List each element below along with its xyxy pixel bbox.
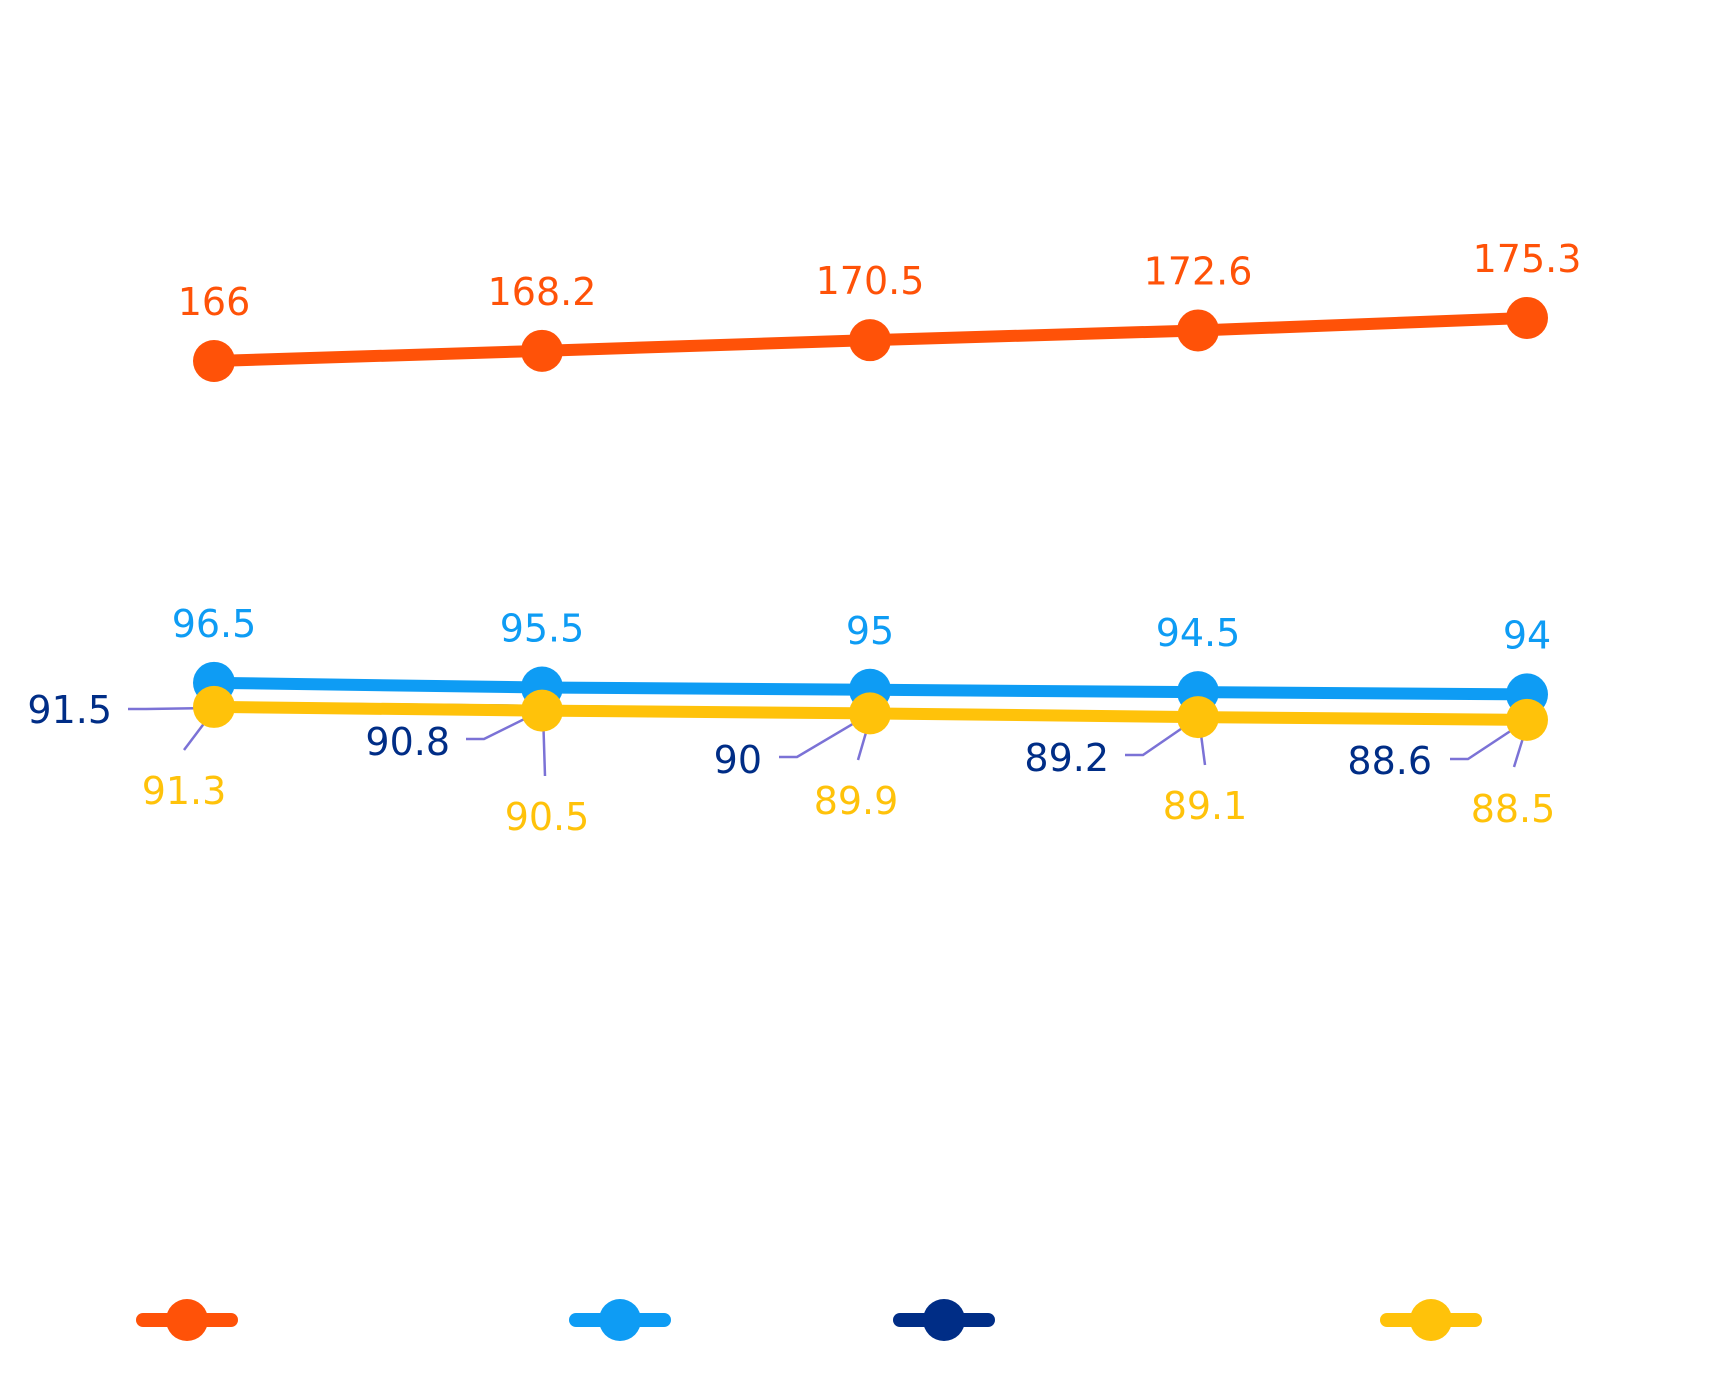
series-points <box>193 296 1548 741</box>
series-1-point-5 <box>1506 296 1548 339</box>
series-1-point-4 <box>1177 309 1219 352</box>
legend-marker-3 <box>923 1299 965 1341</box>
series-1-point-1 <box>193 340 235 383</box>
series-3-leader-1 <box>128 706 213 711</box>
legend <box>136 1299 1482 1341</box>
series-1-label-4: 172.6 <box>1144 249 1253 293</box>
series-2-label-5: 94 <box>1503 613 1551 657</box>
series-1-point-2 <box>521 329 563 372</box>
series-4-label-2: 90.5 <box>505 795 590 839</box>
series-1-point-3 <box>849 319 891 362</box>
series-3-label-4: 89.2 <box>1024 736 1109 780</box>
series-1-label-2: 168.2 <box>488 270 597 314</box>
series-4-point-5 <box>1506 698 1548 741</box>
data-labels: 166 168.2 170.5 172.6 175.3 96.5 95.5 95 94.5 94 9… <box>27 237 1581 839</box>
series-1-label-3: 170.5 <box>816 259 925 303</box>
series-2-label-2: 95.5 <box>500 606 585 650</box>
series-4-label-4: 89.1 <box>1163 784 1248 828</box>
legend-marker-2 <box>599 1299 641 1341</box>
series-4-point-4 <box>1177 696 1219 739</box>
legend-marker-4 <box>1410 1299 1452 1341</box>
legend-marker-1 <box>166 1299 208 1341</box>
series-3-leader-5 <box>1450 720 1526 761</box>
series-1-label-5: 175.3 <box>1473 237 1582 281</box>
series-4-label-5: 88.5 <box>1471 787 1556 831</box>
series-2-label-1: 96.5 <box>172 602 257 646</box>
series-1-label-1: 166 <box>178 280 251 324</box>
series-3-leader-2 <box>466 710 541 741</box>
series-2-label-3: 95 <box>846 609 894 653</box>
series-4-label-1: 91.3 <box>142 769 227 813</box>
series-lines <box>208 311 1533 726</box>
series-2-label-4: 94.5 <box>1156 611 1241 655</box>
series-4-label-3: 89.9 <box>814 779 899 823</box>
series-4-point-3 <box>849 692 891 735</box>
series-3-label-3: 90 <box>714 738 762 782</box>
series-3-label-5: 88.6 <box>1347 739 1432 783</box>
series-3-label-2: 90.8 <box>365 720 450 764</box>
series-3-leader-4 <box>1125 717 1197 757</box>
series-3-leader-3 <box>779 713 869 759</box>
series-3-label-1: 91.5 <box>27 688 112 732</box>
series-4-point-1 <box>193 685 235 728</box>
series-4-point-2 <box>521 689 563 732</box>
